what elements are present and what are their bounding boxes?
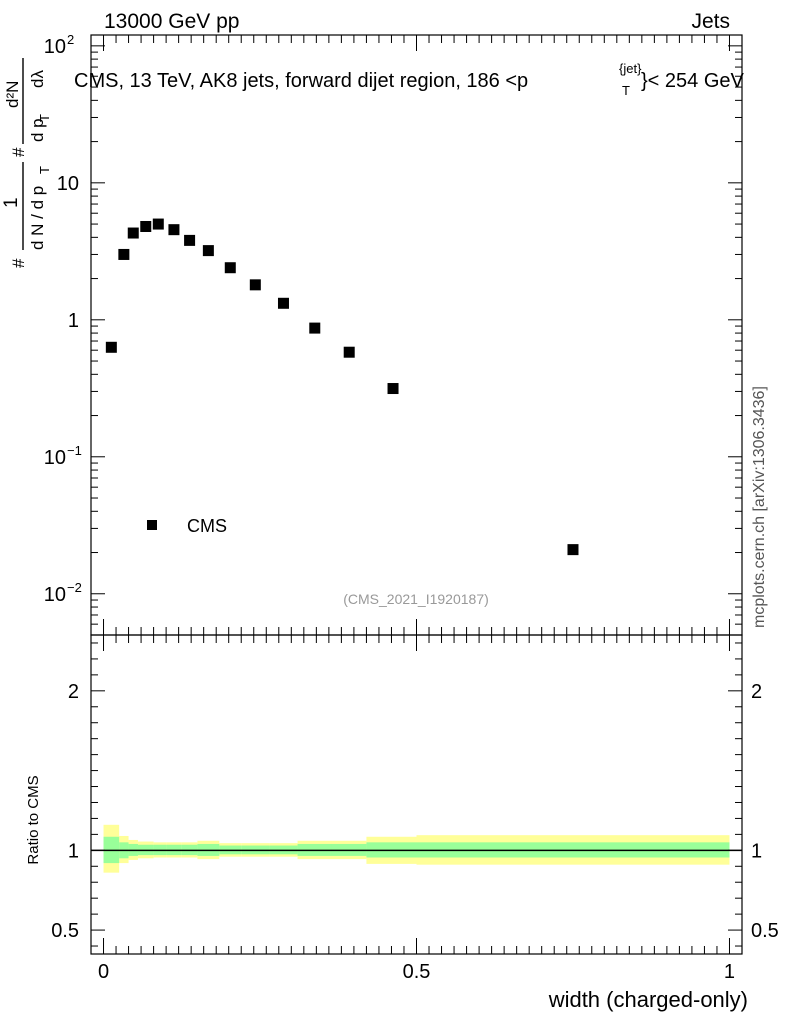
- legend-label: CMS: [187, 516, 227, 536]
- y-tick-label: 10: [44, 584, 66, 606]
- y-tick-label: 10: [44, 36, 66, 58]
- y-tick-label: 10: [57, 173, 79, 195]
- data-point: [277, 297, 289, 309]
- data-point: [202, 245, 214, 257]
- ratio-y-tick-label-left: 1: [68, 840, 79, 862]
- main-plot-frame: [90, 34, 743, 636]
- side-label: mcplots.cern.ch [arXiv:1306.3436]: [751, 386, 768, 628]
- plot-title-sub: T: [622, 83, 630, 98]
- data-point: [105, 341, 117, 353]
- data-point: [168, 224, 180, 236]
- data-point: [140, 220, 152, 232]
- ylabel-dlambda: dλ: [28, 70, 47, 88]
- ylabel-one: 1: [1, 197, 22, 208]
- data-point: [343, 346, 355, 358]
- plot-title-sup: {jet}: [619, 61, 642, 76]
- ratio-y-tick-label-right: 2: [751, 681, 762, 703]
- plot-title: CMS, 13 TeV, AK8 jets, forward dijet reg…: [74, 70, 528, 92]
- ratio-y-tick-label-left: 2: [68, 681, 79, 703]
- data-point: [127, 227, 139, 239]
- ylabel-hash-2: #: [9, 147, 28, 157]
- ratio-y-tick-label-right: 0.5: [751, 920, 779, 942]
- x-tick-label: 0.5: [403, 961, 431, 983]
- ylabel-d2n: d²N: [3, 81, 22, 108]
- ratio-y-label: Ratio to CMS: [25, 775, 42, 864]
- y-tick-label: 1: [68, 310, 79, 332]
- y-axis-label: # 1 d N / d p T # d p T d²N dλ: [1, 58, 52, 268]
- header-right: Jets: [691, 10, 730, 33]
- y-tick-label: 10: [44, 447, 66, 469]
- ylabel-t-1: T: [37, 166, 52, 174]
- y-tick-label-exp: −2: [67, 580, 82, 595]
- y-tick-label-exp: 2: [67, 32, 74, 47]
- ylabel-t-2: T: [37, 114, 52, 122]
- x-tick-label: 1: [724, 961, 735, 983]
- x-tick-label: 0: [98, 961, 109, 983]
- ratio-bands: [91, 824, 742, 873]
- plot-title-tail: }< 254 GeV: [641, 70, 745, 92]
- ylabel-dn-dpt: d N / d p: [28, 186, 47, 250]
- data-point: [224, 262, 236, 274]
- ratio-plot-frame: [90, 634, 743, 955]
- ratio-y-tick-label-left: 0.5: [51, 920, 79, 942]
- data-point: [249, 279, 261, 291]
- ylabel-dp: d p: [28, 118, 47, 142]
- analysis-id: (CMS_2021_I1920187): [343, 591, 489, 607]
- y-tick-label-exp: −1: [67, 443, 82, 458]
- ratio-y-tick-label-right: 1: [751, 840, 762, 862]
- main-data-points: [105, 218, 579, 556]
- ylabel-hash-1: #: [9, 258, 28, 268]
- data-point: [118, 248, 130, 260]
- data-point: [184, 234, 196, 246]
- legend-marker: [147, 520, 157, 530]
- ratio-axis-ticks: 0.5 0.5 1 1 2 2 0 0.5 1: [51, 635, 779, 983]
- data-point: [567, 544, 579, 556]
- data-point: [387, 383, 399, 395]
- data-point: [309, 322, 321, 334]
- header-left: 13000 GeV pp: [104, 10, 239, 33]
- x-axis-label: width (charged-only): [548, 987, 748, 1012]
- data-point: [152, 218, 164, 230]
